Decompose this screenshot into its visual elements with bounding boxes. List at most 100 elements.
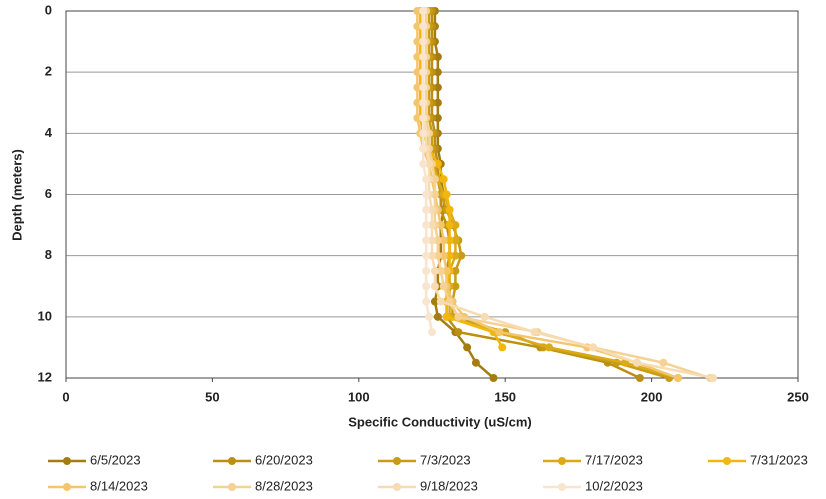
point [413, 98, 422, 107]
point [463, 343, 472, 352]
point [635, 374, 644, 382]
legend-label: 7/17/2023 [585, 452, 643, 467]
x-axis-label: Specific Conductivity (uS/cm) [348, 414, 531, 429]
legend-marker [63, 483, 71, 491]
point [489, 374, 498, 382]
point [419, 7, 428, 15]
point [451, 266, 460, 275]
point [433, 251, 442, 260]
legend-label: 7/3/2023 [420, 452, 471, 467]
legend-label: 8/28/2023 [255, 478, 313, 493]
legend-marker [723, 457, 731, 465]
point [419, 98, 428, 107]
legend-marker [228, 483, 236, 491]
point [433, 83, 442, 92]
point [428, 205, 436, 214]
point [495, 328, 504, 337]
point [422, 282, 431, 291]
point [442, 190, 451, 199]
y-axis-label: Depth (meters) [9, 149, 24, 241]
point [430, 297, 439, 306]
point [673, 374, 682, 382]
point [428, 236, 436, 245]
point [425, 159, 434, 168]
point [445, 205, 454, 214]
point [451, 282, 460, 291]
point [422, 266, 431, 275]
point [433, 159, 442, 168]
point [413, 83, 422, 92]
point [422, 175, 431, 184]
point [428, 251, 436, 260]
point [419, 68, 428, 77]
point [428, 221, 436, 230]
y-tick-label: 4 [45, 125, 53, 140]
point [436, 221, 445, 230]
point [436, 266, 445, 275]
point [445, 251, 454, 260]
x-tick-label: 250 [787, 389, 809, 404]
point [419, 52, 428, 61]
point [439, 175, 448, 184]
x-tick-label: 200 [641, 389, 663, 404]
point [422, 236, 431, 245]
point [632, 358, 641, 367]
point [422, 297, 431, 306]
point [425, 312, 434, 321]
x-tick-label: 50 [205, 389, 219, 404]
point [445, 236, 454, 245]
point [439, 236, 448, 245]
point [413, 114, 422, 123]
point [451, 236, 460, 245]
point [422, 190, 431, 199]
point [433, 312, 442, 321]
point [419, 144, 428, 153]
legend-marker [228, 457, 236, 465]
point [442, 312, 451, 321]
point [430, 266, 439, 275]
point [454, 328, 463, 337]
legend-label: 8/14/2023 [90, 478, 148, 493]
point [422, 221, 431, 230]
legend-marker [63, 457, 71, 465]
point [428, 328, 436, 337]
point [433, 236, 442, 245]
point [445, 221, 454, 230]
point [530, 328, 539, 337]
legend-label: 10/2/2023 [585, 478, 643, 493]
point [442, 266, 451, 275]
point [419, 83, 428, 92]
point [419, 114, 428, 123]
point [413, 22, 422, 31]
legend-label: 6/5/2023 [90, 452, 141, 467]
y-tick-label: 0 [45, 2, 52, 17]
point [419, 129, 428, 138]
point [451, 221, 460, 230]
legend-label: 7/31/2023 [750, 452, 808, 467]
point [439, 282, 448, 291]
point [480, 312, 489, 321]
point [430, 175, 439, 184]
point [430, 190, 439, 199]
point [451, 251, 460, 260]
point [433, 68, 442, 77]
point [659, 358, 668, 367]
point [433, 98, 442, 107]
point [419, 22, 428, 31]
point [589, 343, 598, 352]
legend-label: 9/18/2023 [420, 478, 478, 493]
point [419, 37, 428, 46]
point [439, 251, 448, 260]
series-line [421, 11, 434, 333]
legend-marker [393, 483, 401, 491]
point [413, 68, 422, 77]
point [436, 297, 445, 306]
legend-marker [558, 457, 566, 465]
point [454, 312, 463, 321]
point [430, 282, 439, 291]
x-tick-label: 150 [494, 389, 516, 404]
point [471, 358, 480, 367]
legend-label: 6/20/2023 [255, 452, 313, 467]
point [433, 114, 442, 123]
